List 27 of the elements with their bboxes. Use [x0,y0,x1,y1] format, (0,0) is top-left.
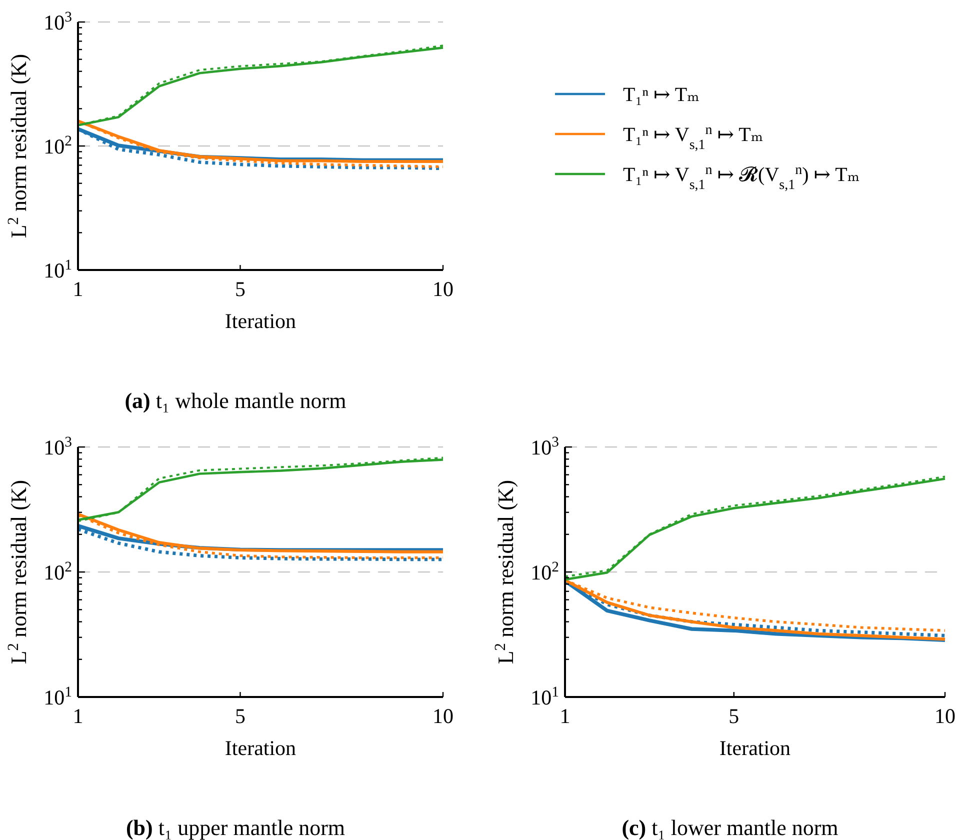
x-tick-label: 1 [560,704,570,728]
text: (c) t₁ lower mantle norm [622,815,838,840]
y-tick-label: 10$^{3}$ [44,434,72,460]
x-tick-label: 5 [234,704,246,728]
text: (a) t₁ whole mantle norm [124,388,346,413]
y-tick-label: 10$^{3}$ [44,9,72,34]
legend-label: T₁ⁿ ↦ V$_{s,1}$$^{n}$ ↦ 𝓡(V$_{s,1}$$^{n}$) ↦ Tₘ [623,162,860,192]
y-tick-label: 10$^{2}$ [44,133,72,158]
x-axis-title: Iteration [224,309,297,333]
legend-label: T₁ⁿ ↦ Tₘ [623,84,700,106]
y-tick-label: 10$^{2}$ [530,559,559,584]
x-tick-label: 1 [72,704,84,728]
legend-label: T₁ⁿ ↦ V$_{s,1}$$^{n}$ ↦ Tₘ [623,122,764,152]
x-tick-label: 10 [432,704,454,728]
y-tick-label: 10$^{1}$ [44,257,72,282]
y-tick-label: 10$^{1}$ [44,684,72,710]
x-axis-title: Iteration [224,736,297,760]
x-tick-label: 1 [72,277,84,301]
text: (b) t₁ upper mantle norm [126,815,346,840]
x-tick-label: 10 [432,277,454,301]
x-axis-title: Iteration [719,736,792,760]
y-tick-label: 10$^{2}$ [44,559,72,584]
x-tick-label: 5 [728,704,740,728]
x-tick-label: 5 [234,277,246,301]
x-tick-label: 10 [934,704,956,728]
y-tick-label: 10$^{1}$ [530,684,559,710]
y-tick-label: 10$^{3}$ [530,434,559,460]
